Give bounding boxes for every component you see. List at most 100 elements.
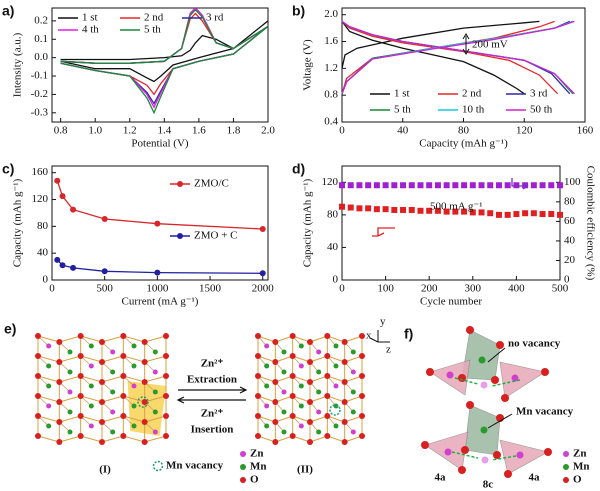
data-point <box>70 264 77 271</box>
panel-label: d) <box>292 161 305 177</box>
bond <box>59 355 81 363</box>
y2-tick-label: 100 <box>564 176 581 188</box>
legend-label: ZMO + C <box>194 230 237 242</box>
zinc-atom <box>46 403 52 409</box>
bond <box>292 355 311 363</box>
zinc-site <box>480 381 488 389</box>
zinc-atom <box>88 363 94 369</box>
data-point <box>557 211 563 218</box>
oxygen-atom <box>289 393 296 399</box>
oxygen-atom <box>99 339 105 345</box>
legend-dot <box>240 464 246 470</box>
manganese-atom <box>316 429 322 435</box>
bond <box>123 415 145 423</box>
y-axis-label: Voltage (V) <box>302 39 314 91</box>
legend-dot <box>563 477 569 483</box>
legend-dot <box>240 477 246 483</box>
pointer <box>487 347 506 363</box>
bond <box>292 335 311 343</box>
manganese-atom <box>350 389 356 395</box>
process-label: Extraction <box>187 374 237 386</box>
data-point <box>59 262 66 269</box>
x-tick-label: 1.0 <box>88 125 102 137</box>
oxygen-atom <box>141 439 148 445</box>
data-point <box>434 207 441 214</box>
data-point <box>70 206 77 213</box>
manganese-atom <box>131 403 137 409</box>
data-point <box>339 203 345 210</box>
oxygen-atom <box>359 393 365 399</box>
data-point <box>522 210 529 217</box>
oxygen-atom <box>163 373 169 379</box>
oxygen-atom <box>289 413 296 419</box>
y-tick-label: -0.1 <box>31 70 48 82</box>
legend-dot <box>563 451 569 457</box>
oxygen-atom <box>426 368 434 376</box>
y-tick-label: 120 <box>322 176 339 188</box>
legend-label: 2 nd <box>462 88 482 100</box>
y-tick-label: 0.2 <box>34 14 48 26</box>
zinc-site <box>481 456 489 464</box>
oxygen-atom <box>120 393 127 399</box>
bond <box>144 435 167 443</box>
bond <box>144 355 167 363</box>
data-point <box>539 211 546 218</box>
data-point <box>365 182 372 189</box>
data-point <box>400 182 407 189</box>
zinc-atom <box>46 343 52 349</box>
manganese-atom <box>46 423 52 429</box>
oxygen-atom <box>341 359 348 365</box>
bond <box>257 415 276 423</box>
oxygen-atom <box>99 379 105 385</box>
data-point <box>461 182 468 189</box>
oxygen-atom <box>272 439 279 445</box>
data-point <box>557 182 563 189</box>
manganese-atom <box>131 343 137 349</box>
bond <box>275 335 293 343</box>
bond <box>101 355 124 363</box>
bond <box>37 395 60 403</box>
x-tick-label: 2.0 <box>261 125 275 137</box>
oxygen-atom <box>99 419 105 425</box>
bond <box>123 355 145 363</box>
bond <box>101 375 124 383</box>
x-tick-label: 1500 <box>199 283 222 295</box>
manganese-atom <box>480 426 488 434</box>
legend-dot <box>563 464 569 470</box>
note-label: no vacancy <box>508 338 561 350</box>
site-label: 4a <box>435 472 447 484</box>
legend-label: 50 th <box>530 104 553 116</box>
x-axis-label: Current (mA g⁻¹) <box>122 296 199 308</box>
oxygen-atom <box>163 393 169 399</box>
zinc-atom <box>88 423 94 429</box>
bond <box>344 355 363 363</box>
bond <box>275 415 293 423</box>
bond <box>292 375 311 383</box>
manganese-atom <box>110 369 116 375</box>
axis-letter: y <box>380 316 386 328</box>
oxygen-atom <box>141 359 148 365</box>
oxygen-atom <box>541 368 549 376</box>
oxygen-atom <box>359 373 365 379</box>
bond <box>309 355 328 363</box>
oxygen-atom <box>272 379 279 385</box>
y-tick-label: 0.0 <box>34 51 48 63</box>
oxygen-atom <box>120 333 127 339</box>
x-tick-label: 40 <box>397 125 409 137</box>
oxygen-atom <box>458 466 466 474</box>
oxygen-atom <box>341 439 348 445</box>
legend-label: 5 th <box>394 104 411 116</box>
site-label: 4a <box>529 472 541 484</box>
manganese-atom <box>110 429 116 435</box>
zinc-atom <box>316 349 322 355</box>
x-axis-label: Potential (V) <box>131 138 188 150</box>
data-point <box>530 210 537 217</box>
x-tick-label: 2000 <box>252 283 275 295</box>
panel-label: e) <box>4 321 16 337</box>
manganese-atom <box>88 343 94 349</box>
data-point <box>487 210 494 217</box>
bond <box>144 415 167 423</box>
bond <box>59 435 81 443</box>
x-axis-label: Cycle number <box>420 296 482 308</box>
y-tick-label: 1.2 <box>324 62 338 74</box>
